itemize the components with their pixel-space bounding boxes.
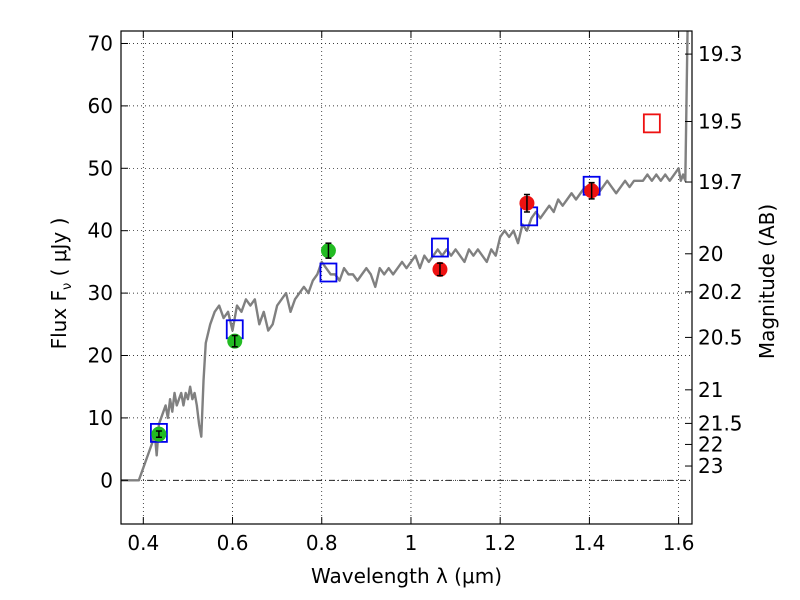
y-tick-label: 60	[88, 94, 113, 118]
grid-layer	[121, 31, 692, 524]
y-axis-label-tail: ( μJy )	[47, 218, 71, 283]
x-tick-label: 1.6	[663, 531, 695, 555]
y-tick-label: 50	[88, 156, 113, 180]
magnitude-tick-label: 19.7	[698, 170, 743, 194]
y-tick-label: 20	[88, 344, 113, 368]
x-tick-label: 1	[405, 531, 418, 555]
model-flux-box	[319, 262, 338, 283]
model-flux-box	[431, 237, 449, 258]
y-axis-label: Flux Fν ( μJy )	[47, 218, 75, 350]
y-tick-label: 30	[88, 281, 113, 305]
y-tick-label: 40	[88, 219, 113, 243]
y-axis-label-sub: ν	[60, 283, 75, 290]
magnitude-tick-label: 20.2	[698, 280, 743, 304]
x-tick-label: 0.8	[306, 531, 338, 555]
photometry-box-layer	[150, 113, 661, 443]
y-axis-label-main: Flux F	[47, 290, 71, 349]
x-tick-label: 0.6	[217, 531, 249, 555]
x-tick-label: 0.4	[127, 531, 159, 555]
magnitude-tick-label: 21.5	[698, 411, 743, 435]
magnitude-tick-label: 19.3	[698, 42, 743, 66]
magnitude-tick-label: 22	[698, 432, 723, 456]
ticks-layer: 0.4 0.6 0.8 1 1.2 1.4 1.6 0 10 20 30 40 50 60 70 19.3 19…	[88, 31, 743, 555]
magnitude-tick-label: 19.5	[698, 109, 743, 133]
x-tick-label: 1.4	[573, 531, 605, 555]
y-tick-label: 0	[100, 468, 113, 492]
photometry-point-layer	[151, 181, 600, 442]
magnitude-tick-label: 21	[698, 378, 723, 402]
magnitude-tick-label: 23	[698, 454, 723, 478]
x-axis-label: Wavelength λ (μm)	[311, 564, 502, 588]
model-flux-box	[150, 422, 168, 443]
magnitude-tick-label: 20.5	[698, 325, 743, 349]
x-tick-label: 1.2	[484, 531, 516, 555]
model-spectrum-layer	[121, 30, 689, 482]
plot-frame	[120, 30, 693, 525]
y-tick-label: 10	[88, 406, 113, 430]
magnitude-tick-label: 20	[698, 242, 723, 266]
y-tick-label: 70	[88, 31, 113, 55]
model-spectrum-line	[121, 30, 689, 482]
model-flux-box-red	[642, 113, 661, 134]
magnitude-axis-label: Magnitude (AB)	[755, 204, 779, 359]
